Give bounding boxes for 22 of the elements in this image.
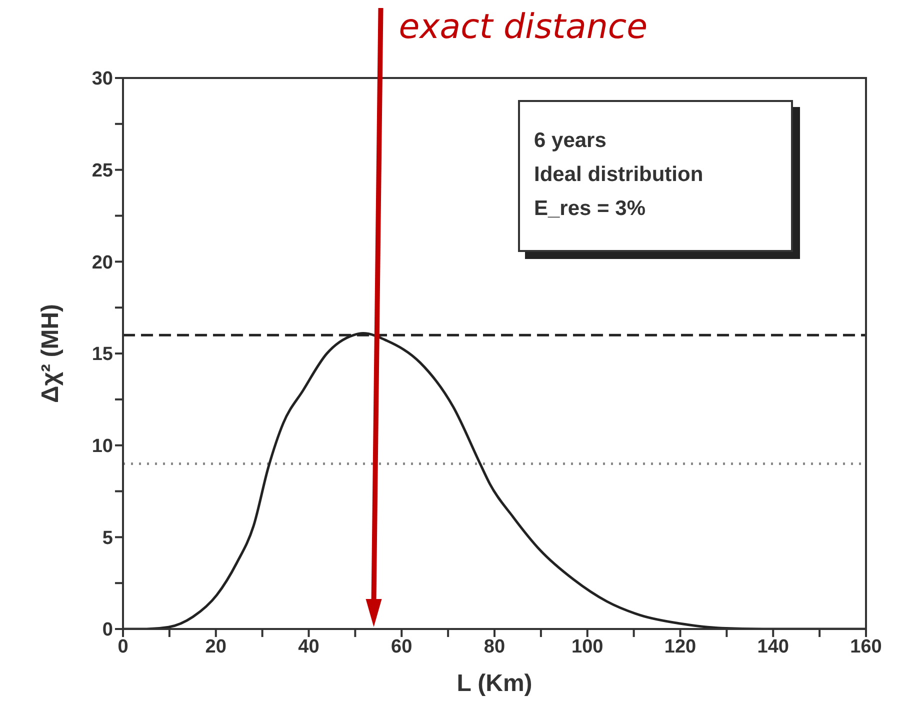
x-tick-label: 140: [757, 636, 789, 658]
y-tick-label: 0: [102, 620, 113, 641]
x-tick-label: 160: [850, 636, 882, 658]
y-tick-label: 10: [92, 436, 113, 458]
x-tick-label: 20: [205, 636, 226, 658]
x-tick-label: 60: [391, 636, 412, 658]
x-tick-label: 0: [118, 636, 128, 658]
x-tick-label: 80: [484, 636, 506, 658]
y-tick-label: 20: [92, 252, 113, 274]
y-tick-label: 30: [92, 68, 113, 90]
x-tick-label: 100: [572, 636, 604, 658]
annotation: E_res = 3%: [534, 196, 647, 222]
y-tick-label: 25: [92, 160, 114, 182]
x-axis-title: L (Km): [456, 670, 532, 697]
y-tick-label: 15: [92, 344, 114, 366]
text: exact distance: [398, 7, 648, 47]
y-axis-title: Δχ² (MH): [37, 304, 64, 404]
x-tick-label: 120: [664, 636, 696, 658]
annotation: Ideal distribution: [534, 162, 704, 188]
x-tick-label: 40: [298, 636, 320, 658]
y-tick-label: 5: [102, 528, 114, 549]
annotation: 6 years: [534, 128, 608, 154]
